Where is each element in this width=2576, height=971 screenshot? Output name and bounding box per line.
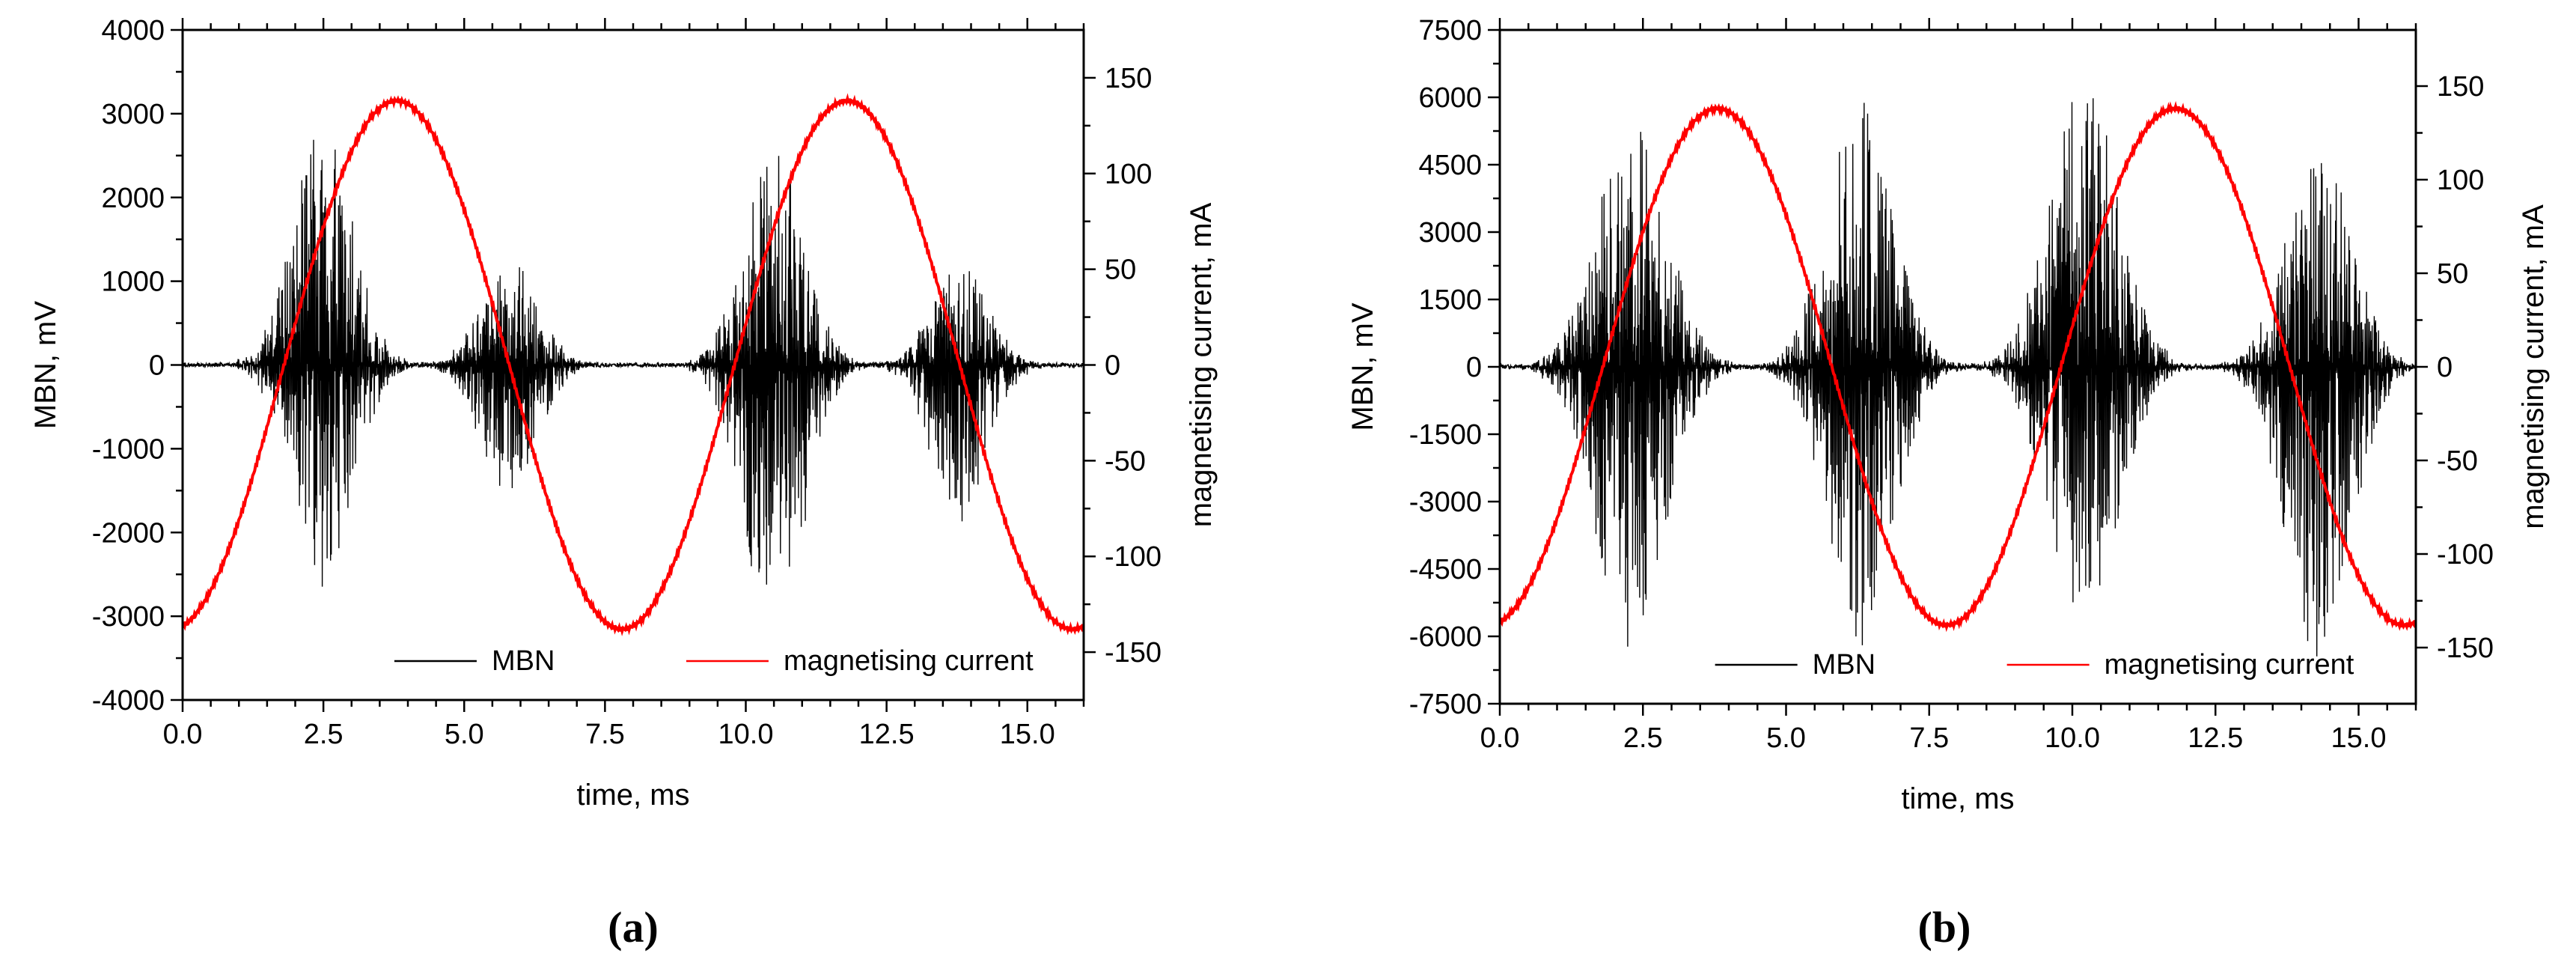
y2-tick-label: 50: [1105, 255, 1136, 286]
x-tick-label: 7.5: [585, 719, 625, 750]
y-tick-label: -1500: [1409, 419, 1482, 451]
x-tick-label: 2.5: [304, 719, 344, 750]
y-tick-label: -6000: [1409, 621, 1482, 653]
y-axis-title: MBN, mV: [29, 301, 62, 429]
x-tick-label: 0.0: [1480, 722, 1520, 754]
y-tick-label: 0: [149, 350, 165, 382]
x-axis-title: time, ms: [576, 779, 689, 812]
y-tick-label: -4500: [1409, 554, 1482, 585]
y2-tick-label: 0: [2437, 352, 2453, 383]
x-tick-label: 15.0: [2331, 722, 2387, 754]
x-tick-label: 5.0: [1766, 722, 1806, 754]
y-tick-label: 4000: [101, 15, 165, 46]
x-tick-label: 15.0: [1000, 719, 1055, 750]
legend-label-mbn: MBN: [492, 645, 555, 677]
y-tick-label: -7500: [1409, 689, 1482, 720]
panel-label: (b): [1918, 903, 1971, 952]
x-tick-label: 12.5: [859, 719, 915, 750]
y2-tick-label: -150: [2437, 633, 2494, 664]
x-tick-label: 12.5: [2188, 722, 2243, 754]
y2-tick-label: -150: [1105, 637, 1162, 669]
current-series-line: [1500, 100, 2416, 633]
y2-tick-label: -50: [2437, 445, 2478, 477]
y-tick-label: 2000: [101, 183, 165, 214]
y2-tick-label: -100: [2437, 539, 2494, 570]
current-series-line: [183, 93, 1084, 636]
y2-tick-label: 0: [1105, 350, 1120, 382]
x-tick-label: 2.5: [1623, 722, 1663, 754]
y-tick-label: -4000: [92, 685, 165, 716]
legend-label-current: magnetising current: [2105, 649, 2354, 681]
y2-axis-title: magnetising current, mA: [2517, 204, 2550, 529]
x-axis-title: time, ms: [1901, 782, 2014, 815]
y-axis-title: MBN, mV: [1346, 302, 1379, 430]
y-tick-label: -1000: [92, 433, 165, 465]
y-tick-label: -3000: [92, 601, 165, 633]
mbn-series-line: [1500, 98, 2416, 657]
y-tick-label: 3000: [101, 99, 165, 130]
y-tick-label: -3000: [1409, 487, 1482, 518]
y2-tick-label: 50: [2437, 258, 2468, 290]
x-tick-label: 7.5: [1909, 722, 1949, 754]
y2-axis-title: magnetising current, mA: [1185, 202, 1218, 527]
legend-label-current: magnetising current: [784, 645, 1034, 677]
panel-label: (a): [608, 903, 659, 952]
x-tick-label: 0.0: [163, 719, 203, 750]
x-tick-label: 10.0: [2045, 722, 2100, 754]
y-tick-label: 0: [1466, 352, 1482, 383]
y2-tick-label: 150: [2437, 71, 2484, 103]
y-tick-label: 4500: [1418, 150, 1482, 181]
y2-tick-label: 100: [1105, 159, 1152, 190]
chart-panel-a: 0.0 2.5 5.0 7.5 10.0 12.5 15.0 -4000 -3000 -2000 -…: [29, 15, 1218, 952]
y2-tick-label: 100: [2437, 165, 2484, 196]
x-tick-label: 10.0: [718, 719, 774, 750]
chart-panel-b: 0.0 2.5 5.0 7.5 10.0 12.5 15.0 -7500 -6000 -4500 -…: [1346, 15, 2550, 952]
y-tick-label: 3000: [1418, 217, 1482, 249]
y-tick-label: -2000: [92, 517, 165, 549]
y-tick-label: 1000: [101, 267, 165, 298]
y-tick-label: 1500: [1418, 284, 1482, 316]
legend-label-mbn: MBN: [1813, 649, 1875, 681]
x-tick-label: 5.0: [445, 719, 484, 750]
y2-tick-label: -50: [1105, 445, 1146, 477]
y2-tick-label: 150: [1105, 63, 1152, 94]
y2-tick-label: -100: [1105, 541, 1162, 573]
mbn-series-line: [183, 139, 1084, 587]
y-tick-label: 6000: [1418, 82, 1482, 114]
y-tick-label: 7500: [1418, 15, 1482, 46]
